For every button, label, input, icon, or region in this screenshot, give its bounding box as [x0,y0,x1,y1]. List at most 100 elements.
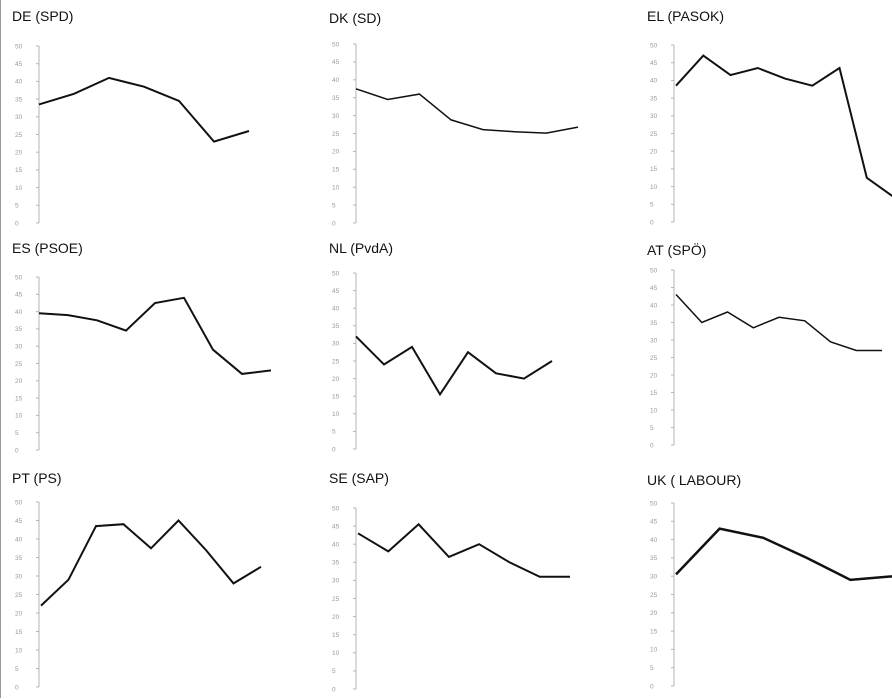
y-tick-label: 15 [15,167,23,174]
chart-plot: 0 5 10 15 20 25 30 35 40 45 50 [650,500,892,690]
series-line [355,335,553,397]
chart-panel-dk-sd: DK (SD) 0 5 10 15 20 25 30 35 40 45 50 [326,10,616,238]
y-tick-label: 25 [332,596,340,603]
y-tick-label: 25 [332,131,340,138]
y-tick-label: 50 [650,500,658,507]
y-tick-label: 0 [650,219,654,226]
y-tick-label: 45 [332,523,340,530]
y-tick-label: 40 [650,78,658,85]
y-tick-label: 5 [332,429,336,436]
y-tick-label: 45 [650,285,658,292]
chart-panel-se-sap: SE (SAP) 0 5 10 15 20 25 30 35 40 45 50 [326,470,616,698]
y-tick-label: 40 [332,306,340,313]
y-tick-label: 35 [15,96,23,103]
y-tick-label: 15 [650,166,658,173]
y-tick-label: 45 [332,288,340,295]
y-tick-label: 0 [15,447,19,454]
y-tick-label: 35 [332,95,340,102]
y-tick-label: 45 [332,59,340,66]
y-tick-label: 0 [650,683,654,690]
y-tick-label: 10 [650,647,658,654]
chart-title: SE (SAP) [329,470,389,486]
y-tick-label: 50 [15,274,23,281]
y-tick-label: 50 [15,499,23,506]
y-tick-label: 5 [15,666,19,673]
y-tick-label: 50 [650,267,658,274]
series-line [675,293,882,352]
y-tick-label: 20 [650,149,658,156]
y-tick-label: 50 [332,41,340,48]
y-tick-label: 25 [15,361,23,368]
y-tick-label: 30 [332,113,340,120]
series-line [38,296,272,375]
chart-title: DE (SPD) [12,8,74,24]
chart-plot: 0 5 10 15 20 25 30 35 40 45 50 [650,42,892,226]
y-tick-label: 50 [332,270,340,277]
y-tick-label: 20 [332,376,340,383]
y-tick-label: 50 [650,42,658,49]
y-tick-label: 25 [332,358,340,365]
y-tick-label: 10 [15,413,23,420]
y-tick-label: 30 [15,573,23,580]
y-tick-label: 25 [15,132,23,139]
y-tick-label: 50 [15,43,23,50]
y-tick-label: 5 [650,425,654,432]
y-tick-label: 15 [332,167,340,174]
chart-title: AT (SPÖ) [647,242,707,258]
chart-panel-de-spd: DE (SPD) 0 5 10 15 20 25 30 35 40 45 50 [9,8,299,236]
y-tick-label: 45 [15,61,23,68]
y-tick-label: 25 [15,592,23,599]
y-tick-label: 30 [650,574,658,581]
y-tick-label: 0 [15,220,19,227]
y-tick-label: 10 [650,407,658,414]
chart-title: DK (SD) [329,10,382,26]
chart-plot: 0 5 10 15 20 25 30 35 40 45 50 [332,270,553,453]
y-tick-label: 10 [15,185,23,192]
chart-title: PT (PS) [12,470,62,486]
y-tick-label: 45 [15,292,23,299]
y-tick-label: 45 [650,519,658,526]
y-tick-label: 40 [15,79,23,86]
y-tick-label: 45 [650,60,658,67]
y-tick-label: 25 [650,592,658,599]
chart-plot: 0 5 10 15 20 25 30 35 40 45 50 [650,267,882,449]
chart-title: EL (PASOK) [647,8,725,24]
y-tick-label: 35 [650,95,658,102]
chart-panel-uk-labour: UK ( LABOUR) 0 5 10 15 20 25 30 35 40 45 50 [644,472,892,700]
y-tick-label: 0 [332,220,336,227]
chart-plot: 0 5 10 15 20 25 30 35 40 45 50 [15,499,262,691]
chart-panel-el-pasok: EL (PASOK) 0 5 10 15 20 25 30 35 40 45 50 [644,8,892,236]
chart-panel-nl-pvda: NL (PvdA) 0 5 10 15 20 25 30 35 40 45 50 [326,240,616,468]
y-tick-label: 0 [332,686,336,693]
y-tick-label: 40 [332,77,340,84]
y-tick-label: 20 [332,614,340,621]
y-tick-label: 20 [15,610,23,617]
series-line [40,519,262,607]
series-line [355,88,579,134]
y-tick-label: 35 [15,555,23,562]
chart-title: ES (PSOE) [12,240,83,256]
y-tick-label: 15 [650,628,658,635]
y-tick-label: 30 [15,344,23,351]
series-line [357,522,570,578]
y-tick-label: 35 [332,560,340,567]
y-tick-label: 20 [15,150,23,157]
y-tick-label: 15 [15,395,23,402]
y-tick-label: 20 [15,378,23,385]
chart-title: UK ( LABOUR) [647,472,742,488]
y-tick-label: 30 [332,341,340,348]
chart-panel-pt-ps: PT (PS) 0 5 10 15 20 25 30 35 40 45 50 [9,470,299,698]
series-line [675,54,892,198]
y-tick-label: 30 [15,114,23,121]
y-tick-label: 5 [15,430,19,437]
y-tick-label: 5 [15,203,19,210]
y-tick-label: 15 [650,390,658,397]
y-tick-label: 40 [650,302,658,309]
y-tick-label: 40 [15,536,23,543]
y-tick-label: 0 [15,684,19,691]
y-tick-label: 10 [332,650,340,657]
chart-title: NL (PvdA) [329,240,394,256]
y-tick-label: 15 [15,629,23,636]
y-tick-label: 40 [15,309,23,316]
